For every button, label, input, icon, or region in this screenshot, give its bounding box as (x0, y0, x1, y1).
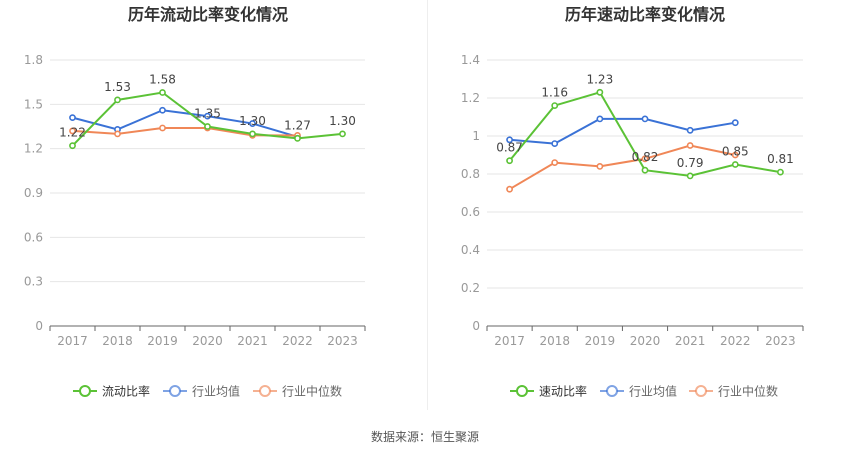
data-point (641, 115, 649, 123)
x-tick-label: 2019 (147, 334, 178, 348)
data-point (506, 136, 513, 144)
data-point (506, 157, 513, 165)
data-point (641, 155, 649, 163)
data-point (249, 120, 256, 127)
data-point (249, 130, 256, 138)
y-tick-label: 0.2 (461, 281, 480, 295)
y-tick-label: 1.2 (461, 91, 480, 105)
series-line-avg (72, 109, 298, 138)
x-tick-label: 2017 (494, 334, 525, 348)
y-tick-label: 1.8 (24, 53, 43, 67)
legend-marker (79, 385, 91, 397)
data-point (596, 88, 604, 96)
data-label: 0.79 (677, 156, 704, 170)
data-source: 数据来源：恒生聚源 (370, 430, 479, 444)
x-tick-label: 2020 (630, 334, 661, 348)
data-point (686, 172, 694, 180)
x-tick-label: 2018 (102, 334, 133, 348)
data-point (731, 161, 739, 168)
y-tick-label: 0 (35, 319, 43, 333)
data-point (159, 124, 166, 132)
x-tick-label: 2023 (327, 334, 358, 348)
x-tick-label: 2020 (192, 334, 223, 348)
data-point (551, 159, 559, 166)
data-point (551, 140, 559, 147)
legend-label: 行业均值 (629, 384, 677, 399)
x-tick-label: 2023 (765, 334, 796, 348)
data-point (114, 96, 121, 104)
y-tick-label: 0.6 (24, 230, 43, 244)
legend-marker (695, 385, 707, 397)
legend-label: 行业中位数 (718, 384, 778, 399)
data-point (731, 119, 739, 127)
x-tick-label: 2022 (720, 334, 751, 348)
chart-title: 历年流动比率变化情况 (128, 5, 288, 24)
x-tick-label: 2018 (539, 334, 570, 348)
data-point (114, 130, 121, 138)
data-point (641, 166, 649, 174)
legend-label: 行业均值 (192, 384, 240, 399)
legend-label: 行业中位数 (282, 384, 342, 399)
data-point (596, 115, 604, 123)
legend-marker (606, 385, 618, 397)
data-label: 1.30 (239, 114, 266, 128)
legend-marker (516, 385, 528, 397)
y-tick-label: 0 (472, 319, 480, 333)
data-label: 1.27 (284, 118, 311, 132)
data-point (204, 123, 211, 130)
data-point (69, 142, 76, 150)
data-point (204, 112, 211, 120)
x-tick-label: 2022 (282, 334, 313, 348)
y-tick-label: 0.4 (461, 243, 480, 257)
data-label: 1.35 (194, 107, 221, 121)
series-line-median (509, 144, 736, 191)
data-label: 1.30 (329, 114, 356, 128)
y-tick-label: 1.5 (24, 97, 43, 111)
data-point (551, 102, 559, 109)
data-point (294, 134, 301, 142)
panel-divider (427, 0, 428, 410)
data-point (69, 114, 76, 122)
data-point (339, 130, 346, 138)
y-tick-label: 1.4 (461, 53, 480, 67)
data-point (506, 185, 513, 193)
data-label: 1.53 (104, 80, 131, 94)
chart-title: 历年速动比率变化情况 (565, 5, 725, 24)
legend-label: 流动比率 (102, 384, 150, 399)
data-point (686, 126, 694, 134)
y-tick-label: 1 (472, 129, 480, 143)
y-tick-label: 1.2 (24, 142, 43, 156)
data-point (731, 151, 739, 159)
x-tick-label: 2017 (57, 334, 88, 348)
legend-marker (169, 385, 181, 397)
data-point (69, 127, 76, 135)
y-tick-label: 0.9 (24, 186, 43, 200)
y-tick-label: 0.3 (24, 275, 43, 289)
x-tick-label: 2021 (675, 334, 706, 348)
data-point (596, 162, 604, 170)
charts-svg: 历年流动比率变化情况 0 0.3 0.6 0.9 1.2 1.5 1.8 2017 2018 201… (24, 5, 804, 399)
data-label: 1.58 (149, 73, 176, 87)
data-label: 1.16 (541, 86, 568, 100)
legend-marker (259, 385, 271, 397)
data-point (777, 168, 784, 176)
x-tick-label: 2019 (585, 334, 616, 348)
y-tick-label: 0.6 (461, 205, 480, 219)
data-label: 0.81 (767, 152, 794, 166)
data-label: 0.85 (722, 145, 749, 159)
data-label: 0.87 (496, 141, 523, 155)
data-label: 1.22 (59, 126, 86, 140)
series-line-avg (509, 117, 736, 145)
data-label: 0.82 (632, 150, 659, 164)
data-point (686, 142, 694, 149)
x-tick-label: 2021 (237, 334, 268, 348)
data-label: 1.23 (586, 72, 613, 86)
y-tick-label: 0.8 (461, 167, 480, 181)
data-point (159, 89, 166, 96)
data-point (159, 106, 166, 114)
legend-label: 速动比率 (539, 384, 587, 399)
